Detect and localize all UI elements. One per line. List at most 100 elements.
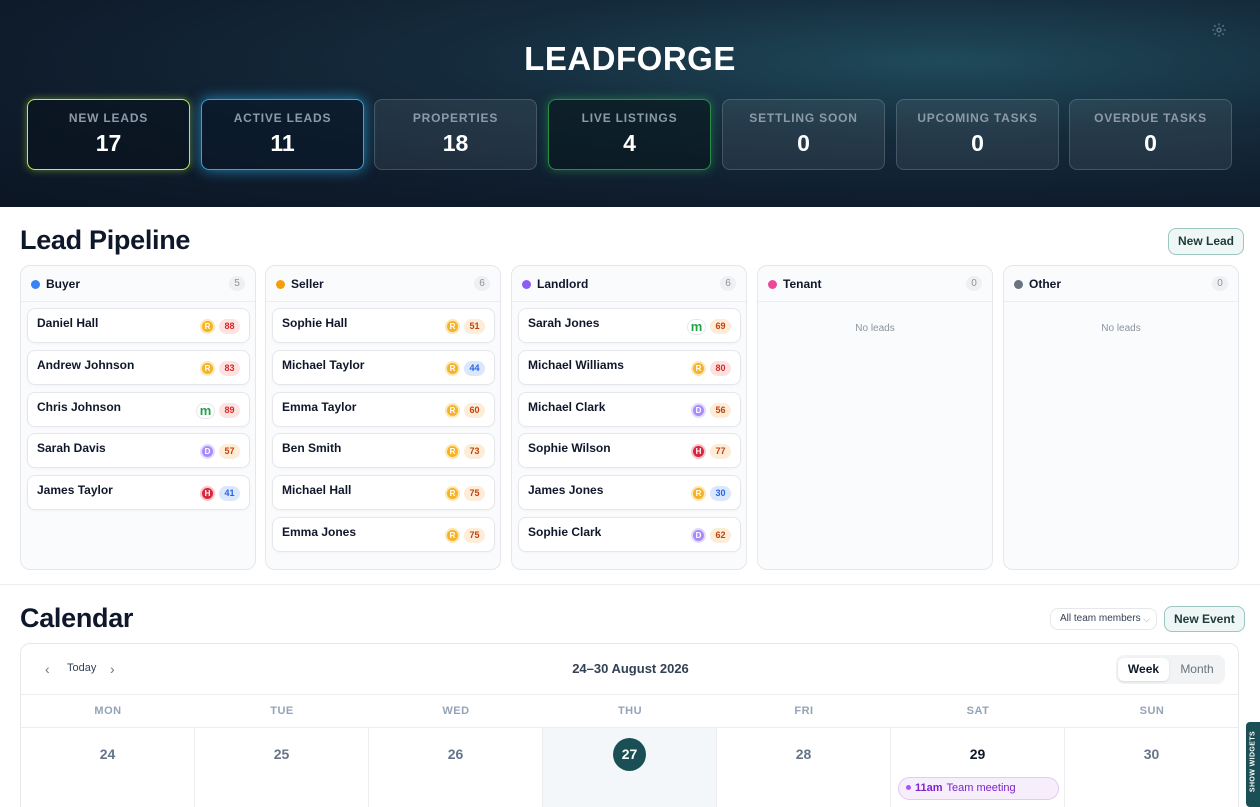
lead-name: Chris Johnson — [37, 400, 122, 414]
lead-name: Michael Taylor — [282, 358, 365, 372]
today-button[interactable]: Today — [67, 662, 97, 674]
column-count-badge: 6 — [474, 276, 490, 291]
stat-live-listings[interactable]: LIVE LISTINGS 4 — [548, 99, 711, 170]
pipeline-column-tenant: Tenant 0 No leads — [757, 265, 993, 570]
month-view-button[interactable]: Month — [1180, 662, 1214, 676]
show-widgets-label: SHOW WIDGETS — [1249, 730, 1257, 793]
rea-icon: R — [200, 319, 215, 334]
column-name: Landlord — [537, 277, 589, 291]
weekday-label: MON — [94, 705, 122, 717]
lead-card[interactable]: Michael Clark D 56 — [518, 392, 741, 427]
day-number: 28 — [795, 746, 812, 762]
column-header: Tenant 0 — [758, 266, 992, 302]
week-view-button[interactable]: Week — [1118, 658, 1169, 681]
lead-card[interactable]: Sophie Clark D 62 — [518, 517, 741, 552]
lead-card[interactable]: James Jones R 30 — [518, 475, 741, 510]
weekday-label: FRI — [794, 705, 814, 717]
lead-name: Michael Hall — [282, 483, 352, 497]
day-cell[interactable]: 29 11am Team meeting — [891, 728, 1065, 807]
day-cell[interactable]: 30 — [1065, 728, 1238, 807]
stat-value: 11 — [270, 130, 295, 156]
stat-value: 0 — [1144, 130, 1157, 156]
pipeline-column-other: Other 0 No leads — [1003, 265, 1239, 570]
lead-card[interactable]: James Taylor H 41 — [27, 475, 250, 510]
lead-card[interactable]: Emma Taylor R 60 — [272, 392, 495, 427]
calendar-title: Calendar — [20, 603, 134, 633]
day-number: 26 — [447, 746, 464, 762]
rea-icon: R — [445, 486, 460, 501]
home-icon: H — [691, 444, 706, 459]
rea-icon: R — [691, 361, 706, 376]
domain-icon: D — [691, 528, 706, 543]
lead-card[interactable]: Sophie Wilson H 77 — [518, 433, 741, 468]
lead-score-badge: 88 — [219, 319, 240, 334]
lead-score-badge: 60 — [464, 403, 485, 418]
new-event-button[interactable]: New Event — [1164, 606, 1245, 632]
new-lead-button[interactable]: New Lead — [1168, 228, 1245, 255]
lead-card[interactable]: Ben Smith R 73 — [272, 433, 495, 468]
lead-score-badge: 44 — [464, 361, 485, 376]
lead-name: James Taylor — [37, 483, 113, 497]
lead-card[interactable]: Michael Taylor R 44 — [272, 350, 495, 385]
day-cell[interactable]: 28 — [717, 728, 891, 807]
weekday-label: SUN — [1139, 705, 1165, 717]
stat-settling-soon[interactable]: SETTLING SOON 0 — [722, 99, 885, 170]
team-member-select[interactable]: All team members ⌵ — [1050, 608, 1157, 630]
rea-icon: R — [445, 444, 460, 459]
lead-score-badge: 56 — [710, 403, 731, 418]
lead-card[interactable]: Andrew Johnson R 83 — [27, 350, 250, 385]
stat-properties[interactable]: PROPERTIES 18 — [374, 99, 537, 170]
column-color-dot — [31, 280, 40, 289]
lead-card[interactable]: Sophie Hall R 51 — [272, 308, 495, 343]
m-logo-icon: m — [196, 403, 215, 419]
lead-name: Ben Smith — [282, 441, 342, 455]
day-number: 30 — [1143, 746, 1160, 762]
stat-label: PROPERTIES — [412, 111, 499, 125]
chevron-right-icon[interactable]: › — [110, 661, 115, 677]
calendar-toolbar: ‹ Today › 24–30 August 2026 Week Month — [21, 644, 1238, 695]
day-cell[interactable]: 24 — [21, 728, 195, 807]
pipeline-column-buyer: Buyer 5 Daniel Hall R 88 Andrew Johnson R 83 Chr… — [20, 265, 256, 570]
column-color-dot — [1014, 280, 1023, 289]
lead-score-badge: 89 — [219, 403, 240, 418]
lead-score-badge: 73 — [464, 444, 485, 459]
lead-card[interactable]: Sarah Davis D 57 — [27, 433, 250, 468]
day-cell[interactable]: 25 — [195, 728, 369, 807]
calendar-panel: ‹ Today › 24–30 August 2026 Week Month M… — [20, 643, 1239, 807]
gear-icon[interactable] — [1211, 22, 1227, 38]
lead-name: Michael Clark — [528, 400, 606, 414]
brand-title: LEADFORGE — [524, 40, 736, 77]
lead-card[interactable]: Daniel Hall R 88 — [27, 308, 250, 343]
weekday-label: WED — [442, 705, 470, 717]
stat-new-leads[interactable]: NEW LEADS 17 — [27, 99, 190, 170]
weekday-header: MON TUE WED THU FRI SAT SUN — [21, 695, 1238, 728]
day-cell[interactable]: 26 — [369, 728, 543, 807]
pipeline-column-seller: Seller 6 Sophie Hall R 51 Michael Taylor R 44 Em… — [265, 265, 501, 570]
rea-icon: R — [445, 403, 460, 418]
chevron-left-icon[interactable]: ‹ — [45, 661, 50, 677]
column-name: Tenant — [783, 277, 822, 291]
lead-name: Emma Taylor — [282, 400, 357, 414]
column-name: Buyer — [46, 277, 81, 291]
column-count-badge: 5 — [229, 276, 245, 291]
lead-card[interactable]: Chris Johnson m 89 — [27, 392, 250, 427]
stat-active-leads[interactable]: ACTIVE LEADS 11 — [201, 99, 364, 170]
calendar-event[interactable]: 11am Team meeting — [898, 777, 1059, 800]
stat-overdue-tasks[interactable]: OVERDUE TASKS 0 — [1069, 99, 1232, 170]
lead-card[interactable]: Michael Hall R 75 — [272, 475, 495, 510]
lead-card[interactable]: Emma Jones R 75 — [272, 517, 495, 552]
column-header: Seller 6 — [266, 266, 500, 302]
rea-icon: R — [445, 319, 460, 334]
day-cell[interactable]: 27 — [543, 728, 717, 807]
column-header: Landlord 6 — [512, 266, 746, 302]
stat-label: LIVE LISTINGS — [581, 111, 678, 125]
lead-score-badge: 30 — [710, 486, 731, 501]
event-title: Team meeting — [946, 782, 1016, 794]
show-widgets-tab[interactable]: SHOW WIDGETS — [1246, 722, 1260, 807]
lead-score-badge: 77 — [710, 444, 731, 459]
lead-card[interactable]: Sarah Jones m 69 — [518, 308, 741, 343]
lead-name: Daniel Hall — [37, 316, 99, 330]
stat-upcoming-tasks[interactable]: UPCOMING TASKS 0 — [896, 99, 1059, 170]
rea-icon: R — [445, 528, 460, 543]
lead-card[interactable]: Michael Williams R 80 — [518, 350, 741, 385]
